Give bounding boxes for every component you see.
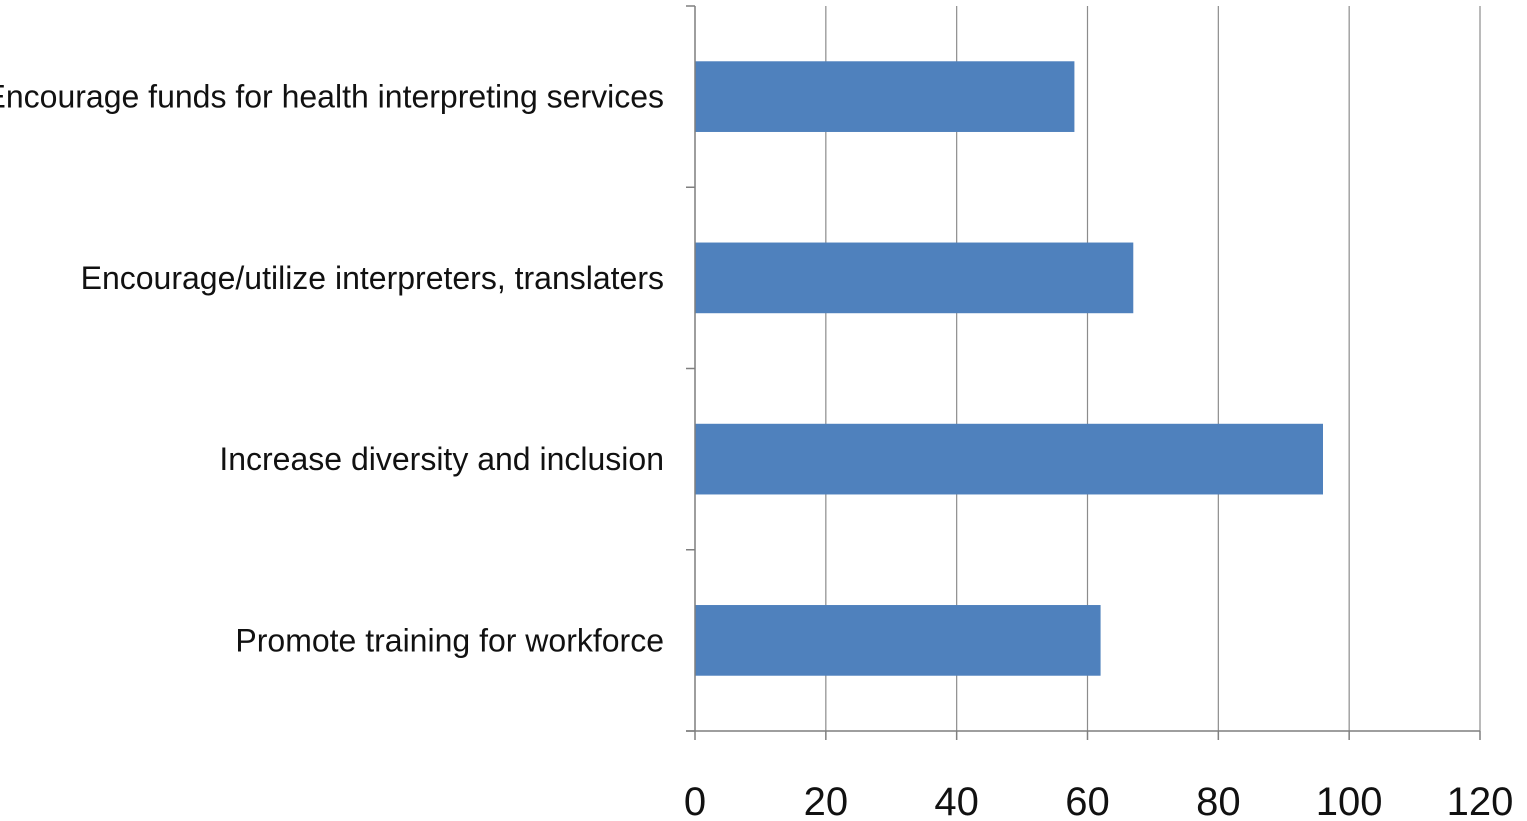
x-tick-label: 120 — [1447, 780, 1514, 821]
x-tick-label: 20 — [804, 780, 849, 821]
axes — [686, 5, 1481, 740]
category-labels: Encourage funds for health interpreting … — [0, 79, 664, 659]
x-tick-label: 60 — [1065, 780, 1110, 821]
x-tick-label: 80 — [1196, 780, 1241, 821]
x-tick-label: 0 — [684, 780, 706, 821]
bar — [695, 423, 1323, 495]
bars — [695, 61, 1323, 676]
category-label: Encourage/utilize interpreters, translat… — [81, 260, 664, 296]
x-tick-label: 40 — [934, 780, 979, 821]
bar — [695, 61, 1075, 132]
bar — [695, 605, 1101, 676]
bar — [695, 242, 1134, 314]
x-tick-label: 100 — [1316, 780, 1383, 821]
category-label: Promote training for workforce — [235, 622, 664, 658]
category-label: Increase diversity and inclusion — [219, 441, 664, 477]
category-label: Encourage funds for health interpreting … — [0, 79, 664, 115]
x-tick-labels: 0 20 40 60 80 100 120 — [684, 780, 1514, 821]
